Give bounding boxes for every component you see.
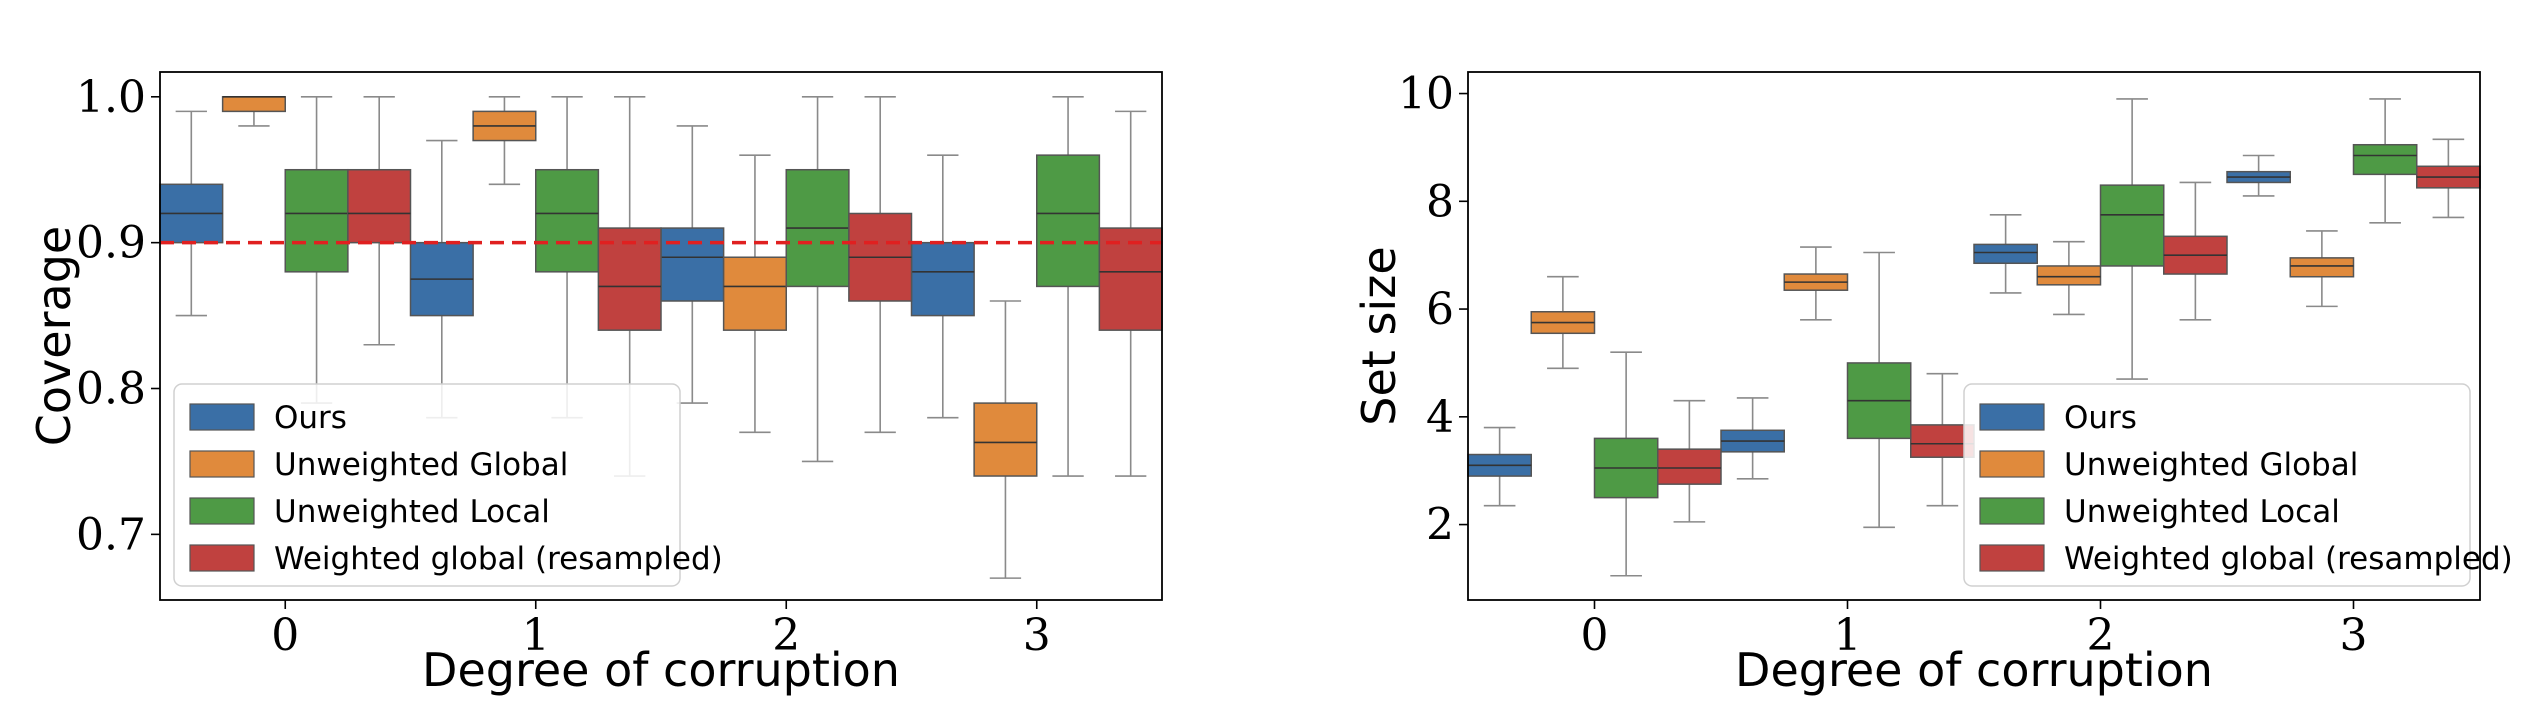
legend-swatch — [189, 403, 255, 431]
box-ours-0 — [1467, 426, 1532, 507]
legend-swatch — [1979, 497, 2045, 525]
box-unweighted-global-2 — [2036, 240, 2102, 316]
x-tick-label: 2 — [2087, 610, 2115, 661]
y-tick-label: 0.7 — [76, 509, 146, 560]
y-tick-label: 6 — [1426, 284, 1454, 335]
y-tick-label: 10 — [1398, 69, 1454, 120]
box-body — [1036, 154, 1101, 288]
box-body — [2036, 265, 2102, 286]
legend-entry: Weighted global (resampled) — [274, 541, 723, 577]
box-unweighted-global-0 — [1530, 275, 1596, 370]
y-tick-label: 8 — [1426, 176, 1454, 227]
box-unweighted-global-1 — [1783, 246, 1849, 321]
y-tick-label: 0.9 — [76, 218, 146, 269]
box-unweighted-local-3 — [1036, 95, 1101, 477]
legend-entry: Ours — [274, 400, 347, 436]
x-tick-label: 1 — [1834, 610, 1862, 661]
x-tick-label: 0 — [271, 610, 299, 661]
legend-entry: Unweighted Local — [2064, 494, 2340, 530]
box-body — [1973, 243, 2038, 265]
box-body — [722, 256, 787, 331]
box-body — [535, 168, 600, 273]
x-tick-label: 3 — [2340, 610, 2368, 661]
x-axis-label: Degree of corruption — [1735, 643, 2213, 697]
x-tick-label: 1 — [522, 610, 550, 661]
box-ours-0 — [159, 110, 224, 317]
box-unweighted-global-1 — [472, 95, 537, 186]
box-unweighted-global-0 — [221, 95, 286, 127]
axes-frame — [1467, 71, 2481, 601]
box-weighted-global-resampled--3 — [2416, 138, 2481, 219]
legend-swatch — [1979, 544, 2045, 572]
box-body — [910, 241, 975, 317]
legend-swatch — [189, 544, 255, 572]
box-body — [221, 96, 286, 113]
box-weighted-global-resampled--2 — [2163, 181, 2228, 321]
x-tick-label: 0 — [1581, 610, 1609, 661]
y-tick-label: 2 — [1426, 500, 1454, 551]
box-body — [597, 227, 662, 331]
box-unweighted-local-2 — [2099, 98, 2165, 380]
legend-swatch — [189, 497, 255, 525]
legend-swatch — [1979, 450, 2045, 478]
x-axis-label: Degree of corruption — [422, 643, 900, 697]
box-body — [973, 402, 1038, 477]
box-unweighted-global-3 — [2289, 230, 2355, 308]
box-body — [1657, 448, 1722, 485]
box-unweighted-local-2 — [785, 95, 850, 463]
box-body — [2289, 257, 2355, 278]
legend: Ours Unweighted Global Unweighted Local Wei… — [1963, 383, 2513, 587]
legend-entry: Ours — [2064, 400, 2137, 436]
y-tick-label: 1.0 — [76, 72, 146, 123]
box-body — [347, 168, 412, 244]
box-unweighted-local-1 — [535, 95, 600, 419]
y-tick-label: 4 — [1426, 392, 1454, 443]
box-ours-1 — [1720, 397, 1785, 480]
box-body — [284, 168, 349, 273]
box-body — [2352, 143, 2418, 176]
legend-entry: Unweighted Global — [2064, 447, 2358, 483]
legend-swatch — [189, 450, 255, 478]
box-unweighted-global-3 — [973, 300, 1038, 579]
box-ours-1 — [409, 139, 474, 419]
box-body — [660, 227, 725, 302]
box-body — [2099, 184, 2165, 267]
axes-frame — [159, 71, 1163, 601]
legend-frame — [173, 383, 681, 587]
box-ours-3 — [910, 154, 975, 419]
legend-entry: Unweighted Global — [274, 447, 568, 483]
legend: Ours Unweighted Global Unweighted Local Wei… — [173, 383, 723, 587]
box-unweighted-local-0 — [1593, 351, 1659, 577]
legend-entry: Weighted global (resampled) — [2064, 541, 2513, 577]
y-tick-label: 0.8 — [76, 364, 146, 415]
coverage-panel: 0.7 0.8 0.9 1.0 0 1 2 3 Degree of corruption Cove… — [27, 71, 1163, 697]
y-axis-label: Coverage — [27, 226, 81, 446]
y-axis-label: Set size — [1352, 246, 1406, 425]
box-body — [1098, 227, 1163, 331]
legend-swatch — [1979, 403, 2045, 431]
x-tick-label: 3 — [1023, 610, 1051, 661]
box-unweighted-local-0 — [284, 95, 349, 404]
legend-entry: Unweighted Local — [274, 494, 550, 530]
box-unweighted-local-1 — [1846, 251, 1912, 529]
box-ours-2 — [660, 125, 725, 404]
set-size-panel: 2 4 6 8 10 0 1 2 3 Degree of corruption Set size Ou… — [1352, 69, 2513, 697]
box-unweighted-local-3 — [2352, 98, 2418, 224]
box-weighted-global-resampled--2 — [848, 95, 913, 434]
box-ours-3 — [2226, 154, 2291, 197]
box-weighted-global-resampled--0 — [1657, 399, 1722, 523]
box-ours-2 — [1973, 213, 2038, 294]
box-weighted-global-resampled--0 — [347, 95, 412, 346]
box-weighted-global-resampled--3 — [1098, 110, 1163, 477]
x-tick-label: 2 — [772, 610, 800, 661]
legend-frame — [1963, 383, 2471, 587]
box-unweighted-global-2 — [722, 154, 787, 434]
